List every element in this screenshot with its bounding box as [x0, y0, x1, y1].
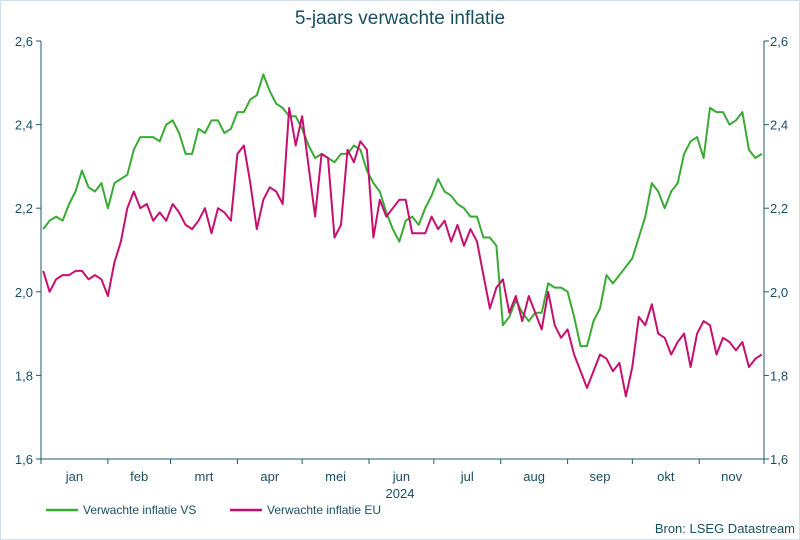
x-tick-label: jun	[392, 469, 410, 484]
x-tick-label: nov	[721, 469, 742, 484]
legend-label-vs: Verwachte inflatie VS	[83, 503, 196, 517]
y-tick-label-left: 2,0	[15, 285, 33, 300]
y-tick-label-right: 2,0	[770, 285, 788, 300]
x-tick-label: mei	[325, 469, 346, 484]
y-tick-label-right: 2,4	[770, 118, 788, 133]
x-tick-label: jan	[65, 469, 83, 484]
x-tick-label: feb	[130, 469, 148, 484]
x-tick-label: mrt	[195, 469, 214, 484]
y-tick-label-left: 2,4	[15, 118, 33, 133]
axes: 1,6 1,6 1,8 1,8 2,0 2,0 2,2 2,2 2,4 2,4 2,6 2,6 jan f…	[15, 34, 788, 484]
y-tick-label-right: 1,6	[770, 452, 788, 467]
legend: Verwachte inflatie VS Verwachte inflatie…	[46, 503, 381, 517]
y-tick-label-left: 2,2	[15, 201, 33, 216]
x-tick-label: jul	[460, 469, 474, 484]
x-tick-label: aug	[523, 469, 545, 484]
legend-label-eu: Verwachte inflatie EU	[267, 503, 381, 517]
x-tick-label: apr	[260, 469, 279, 484]
series-line-eu	[42, 106, 763, 398]
series-lines	[42, 73, 763, 398]
y-tick-label-right: 2,2	[770, 201, 788, 216]
series-line-vs	[42, 73, 763, 348]
x-tick-label: okt	[657, 469, 675, 484]
y-tick-label-right: 2,6	[770, 34, 788, 49]
y-tick-label-left: 1,6	[15, 452, 33, 467]
y-tick-label-right: 1,8	[770, 368, 788, 383]
x-tick-label: sep	[589, 469, 610, 484]
x-axis-label: 2024	[386, 486, 415, 501]
y-tick-label-left: 2,6	[15, 34, 33, 49]
y-tick-label-left: 1,8	[15, 368, 33, 383]
source-note: Bron: LSEG Datastream	[655, 521, 795, 536]
chart-title: 5-jaars verwachte inflatie	[295, 8, 505, 29]
